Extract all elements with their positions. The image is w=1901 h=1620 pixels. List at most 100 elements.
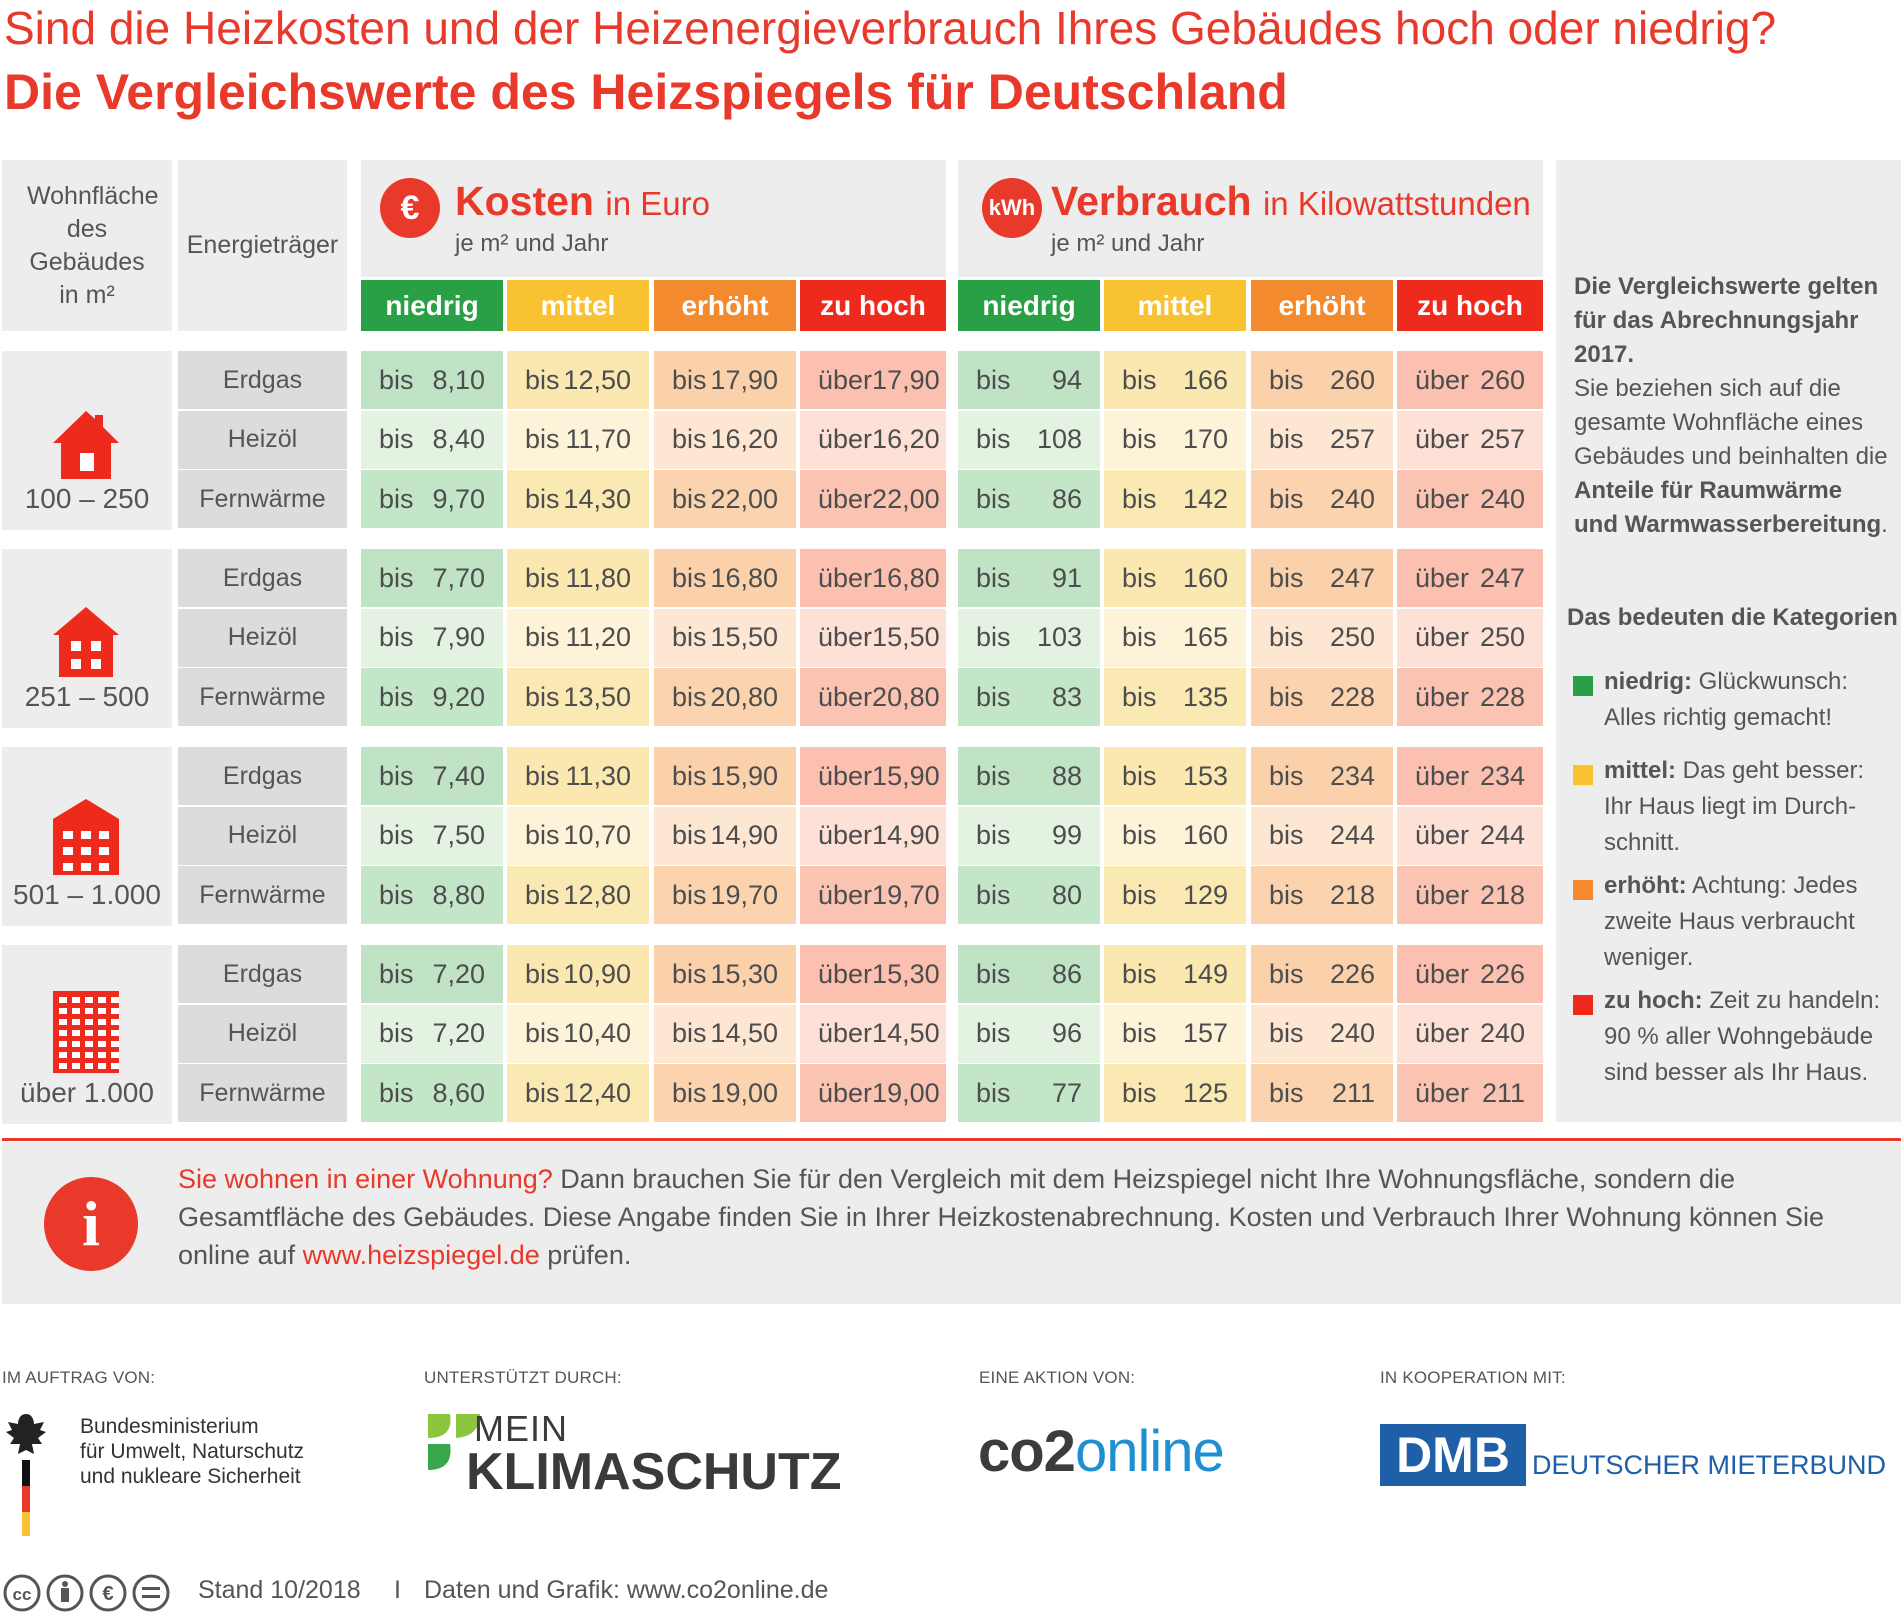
cell-value: 10,90: [563, 958, 631, 989]
cell-value: 160: [1182, 820, 1228, 850]
consumption-cell: bis 86: [958, 945, 1100, 1003]
cell-prefix: bis: [976, 622, 1011, 652]
cell-value: 11,80: [565, 562, 631, 593]
cost-cell: bis 9,70: [361, 470, 503, 528]
svg-text:€: €: [102, 1583, 113, 1605]
cell-prefix: bis: [1269, 681, 1304, 712]
cell-value: 15,50: [710, 622, 778, 652]
cost-cell: über 19,00: [800, 1064, 946, 1122]
area-header: Wohnfläche des Gebäudes in m²: [2, 160, 172, 331]
consumption-cell: über 260: [1397, 351, 1543, 409]
cost-cell: bis 7,20: [361, 1004, 503, 1063]
consumption-cell: bis 94: [958, 351, 1100, 409]
legend-swatch-niedrig: [1573, 676, 1593, 696]
co2-part: co2: [978, 1419, 1076, 1484]
consumption-cell: bis 218: [1251, 866, 1393, 924]
cell-prefix: bis: [672, 562, 707, 593]
cell-value: 218: [1479, 879, 1525, 910]
cell-prefix: über: [818, 424, 873, 454]
cell-value: 8,80: [432, 879, 485, 910]
cell-value: 149: [1182, 958, 1228, 989]
consumption-cell: über 250: [1397, 608, 1543, 667]
consumption-cell: bis 240: [1251, 1004, 1393, 1063]
cost-cell: bis 19,00: [654, 1064, 796, 1122]
legend-item-erhoeht: erhöht: Achtung: Jedes zweite Haus verbr…: [1604, 868, 1894, 976]
energy-label: Fernwärme: [178, 866, 347, 924]
cell-prefix: bis: [525, 820, 560, 850]
info-text: Sie wohnen in einer Wohnung? Dann brauch…: [178, 1160, 1838, 1274]
cell-prefix: über: [1415, 1077, 1470, 1108]
cell-value: 125: [1182, 1077, 1228, 1108]
cell-prefix: bis: [1122, 622, 1157, 652]
cell-prefix: bis: [1122, 483, 1157, 514]
cell-prefix: bis: [525, 760, 560, 791]
cell-prefix: über: [1415, 820, 1470, 850]
costs-cat-mittel: mittel: [507, 280, 649, 331]
cell-prefix: bis: [525, 364, 560, 395]
cell-prefix: bis: [1269, 364, 1304, 395]
cell-value: 247: [1479, 562, 1525, 593]
costs-cat-zu-hoch: zu hoch: [800, 280, 946, 331]
energy-label: Erdgas: [178, 945, 347, 1003]
cell-value: 14,50: [710, 1018, 778, 1048]
energy-label: Fernwärme: [178, 668, 347, 726]
cell-value: 250: [1329, 622, 1375, 652]
consumption-title-main: Verbrauch: [1051, 178, 1252, 224]
consumption-cell: bis 142: [1104, 470, 1246, 528]
cell-value: 260: [1479, 364, 1525, 395]
klimaschutz-top: MEIN: [474, 1408, 568, 1449]
cost-cell: bis 22,00: [654, 470, 796, 528]
cost-cell: bis 11,30: [507, 747, 649, 805]
cell-prefix: über: [818, 1077, 873, 1108]
cell-value: 11,20: [565, 622, 631, 652]
cell-prefix: bis: [1122, 424, 1157, 454]
cell-prefix: bis: [525, 1077, 560, 1108]
cell-value: 15,90: [872, 760, 940, 791]
consumption-cell: bis 244: [1251, 806, 1393, 865]
energy-label: Heizöl: [178, 608, 347, 667]
online-part: online: [1074, 1419, 1225, 1484]
consumption-cell: bis 157: [1104, 1004, 1246, 1063]
cost-cell: bis 8,60: [361, 1064, 503, 1122]
info-link[interactable]: www.heizspiegel.de: [302, 1240, 540, 1270]
cell-value: 10,40: [563, 1018, 631, 1048]
cell-prefix: bis: [1269, 562, 1304, 593]
cell-value: 99: [1051, 820, 1082, 850]
cell-prefix: bis: [976, 364, 1011, 395]
cell-value: 218: [1329, 879, 1375, 910]
consumption-cell: bis 211: [1251, 1064, 1393, 1122]
cell-value: 7,90: [432, 622, 485, 652]
costs-per: je m² und Jahr: [455, 230, 609, 257]
medium-building-icon: [51, 789, 121, 877]
cell-value: 11,30: [565, 760, 631, 791]
cost-cell: bis 15,30: [654, 945, 796, 1003]
cost-cell: bis 7,70: [361, 549, 503, 607]
energy-label: Heizöl: [178, 1004, 347, 1063]
cell-value: 244: [1479, 820, 1525, 850]
cell-value: 160: [1182, 562, 1228, 593]
cell-value: 88: [1051, 760, 1082, 791]
cell-value: 8,40: [432, 424, 485, 454]
size-label: 501 – 1.000: [13, 879, 161, 910]
cell-prefix: bis: [525, 879, 560, 910]
legend-label: mittel:: [1604, 757, 1676, 784]
cost-cell: bis 9,20: [361, 668, 503, 726]
cell-value: 8,10: [432, 364, 485, 395]
cell-value: 257: [1329, 424, 1375, 454]
cell-value: 14,50: [872, 1018, 940, 1048]
cell-prefix: bis: [1122, 364, 1157, 395]
euro-icon: €: [380, 178, 440, 238]
cell-value: 260: [1329, 364, 1375, 395]
legend-item-niedrig: niedrig: Glückwunsch: Alles richtig gema…: [1604, 664, 1894, 736]
cell-value: 22,00: [710, 483, 778, 514]
cost-cell: bis 12,40: [507, 1064, 649, 1122]
cell-prefix: über: [1415, 681, 1470, 712]
cell-prefix: über: [1415, 1018, 1470, 1048]
cell-value: 247: [1329, 562, 1375, 593]
cell-prefix: über: [1415, 760, 1470, 791]
cell-prefix: bis: [525, 1018, 560, 1048]
cost-cell: über 22,00: [800, 470, 946, 528]
headline: Sind die Heizkosten und der Heizenergiev…: [4, 2, 1777, 54]
cell-value: 16,80: [872, 562, 940, 593]
klimaschutz-leaf-icon: [424, 1410, 484, 1492]
